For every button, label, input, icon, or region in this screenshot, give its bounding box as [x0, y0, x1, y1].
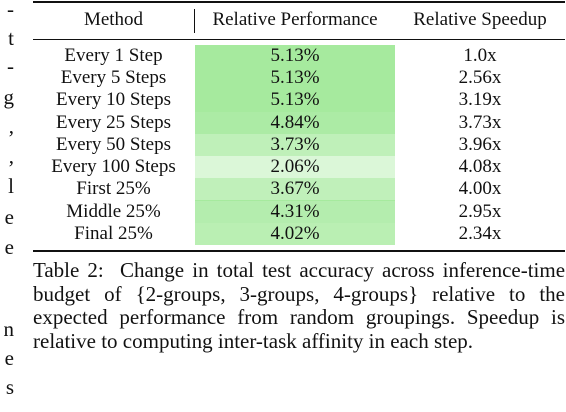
table-caption: Table 2: Change in total test accuracy a…	[33, 258, 566, 353]
table-top-rule	[33, 1, 565, 3]
left-column-fragments: - t - g , , l e e n e s	[0, 0, 15, 412]
cell-method: Every 100 Steps	[51, 156, 176, 177]
cell-method: Every 10 Steps	[55, 89, 172, 110]
header-relative-speedup: Relative Speedup	[413, 9, 547, 30]
table-bottom-rule	[33, 250, 565, 252]
cell-speedup: 3.96x	[458, 134, 502, 155]
cell-performance: 2.06%	[195, 156, 395, 178]
table-row: Every 10 Steps 5.13% 3.19x	[33, 89, 565, 111]
cell-speedup: 4.00x	[458, 178, 502, 199]
cell-method: Final 25%	[74, 223, 153, 244]
left-fragment: e	[4, 235, 14, 259]
left-fragment: ,	[8, 114, 14, 138]
table-row: Every 5 Steps 5.13% 2.56x	[33, 67, 565, 89]
cell-performance: 4.02%	[195, 223, 395, 245]
left-fragment: n	[3, 317, 15, 341]
left-fragment: e	[4, 346, 14, 370]
table-row: Every 50 Steps 3.73% 3.96x	[33, 134, 565, 156]
left-fragment: -	[7, 0, 14, 21]
table-row: Every 100 Steps 2.06% 4.08x	[33, 156, 565, 178]
cell-speedup: 2.95x	[458, 201, 502, 222]
left-fragment: g	[3, 85, 15, 109]
table-row: First 25% 3.67% 4.00x	[33, 178, 565, 200]
cell-performance: 3.67%	[195, 178, 395, 200]
cell-method: Every 5 Steps	[60, 67, 167, 88]
caption-text: Change in total test accuracy across inf…	[33, 258, 566, 353]
table-header-rule	[33, 39, 565, 40]
cell-speedup: 3.73x	[458, 112, 502, 133]
cell-method: Every 50 Steps	[55, 134, 172, 155]
header-method: Method	[83, 9, 144, 30]
table-row: Every 25 Steps 4.84% 3.73x	[33, 112, 565, 134]
caption-label: Table 2:	[33, 258, 104, 282]
cell-method: Every 25 Steps	[55, 112, 172, 133]
cell-method: First 25%	[76, 178, 151, 199]
cell-performance: 3.73%	[195, 134, 395, 156]
left-fragment: s	[5, 375, 14, 399]
cell-speedup: 1.0x	[463, 45, 497, 66]
cell-performance: 5.13%	[195, 89, 395, 111]
cell-method: Every 1 Step	[64, 45, 163, 66]
cell-performance: 4.31%	[195, 201, 395, 223]
cell-performance: 5.13%	[195, 45, 395, 67]
cell-method: Middle 25%	[66, 201, 161, 222]
cell-speedup: 4.08x	[458, 156, 502, 177]
header-relative-performance: Relative Performance	[212, 9, 378, 30]
left-fragment: -	[7, 54, 14, 78]
left-fragment: l	[8, 174, 14, 198]
left-fragment: t	[8, 26, 14, 50]
cell-performance: 4.84%	[195, 112, 395, 134]
left-fragment: e	[4, 205, 14, 229]
cell-speedup: 2.34x	[458, 223, 502, 244]
cell-performance: 5.13%	[195, 67, 395, 89]
table-row: Middle 25% 4.31% 2.95x	[33, 201, 565, 223]
left-fragment: ,	[8, 144, 14, 168]
cell-speedup: 2.56x	[458, 67, 502, 88]
table-row: Every 1 Step 5.13% 1.0x	[33, 45, 565, 67]
table-row: Final 25% 4.02% 2.34x	[33, 223, 565, 245]
cell-speedup: 3.19x	[458, 89, 502, 110]
header-separator	[194, 9, 195, 33]
